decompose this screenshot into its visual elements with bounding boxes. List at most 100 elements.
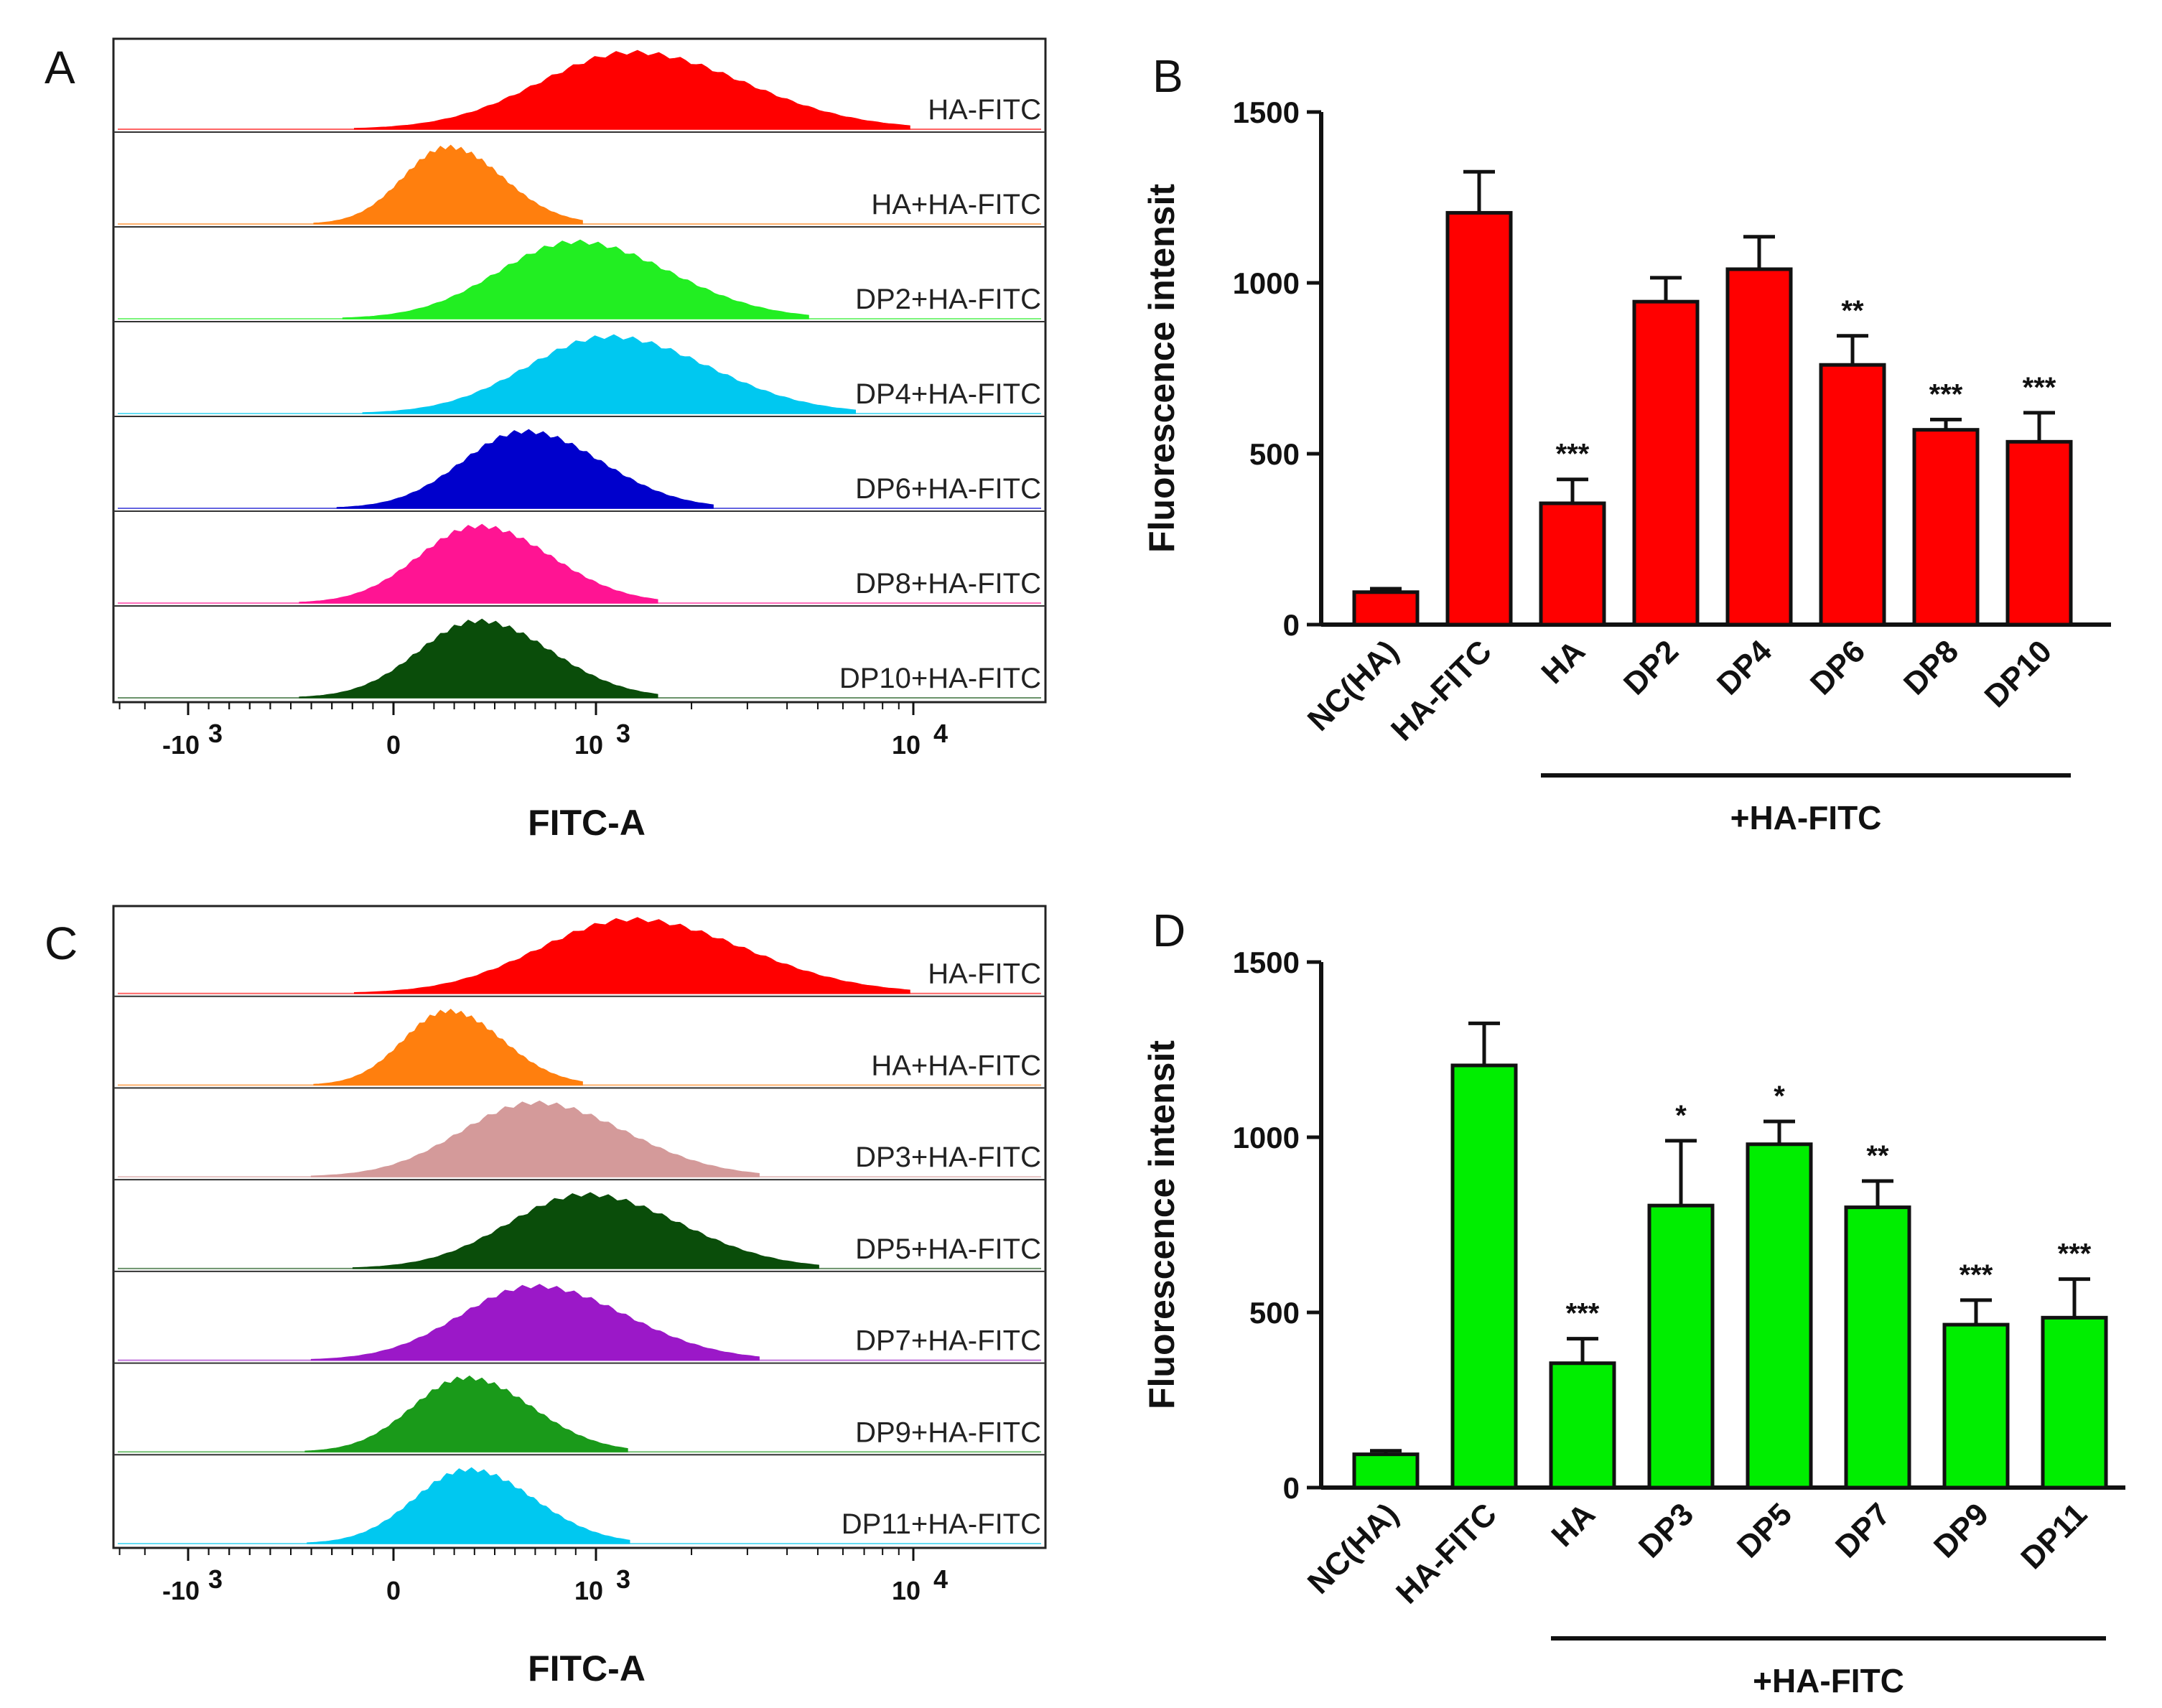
histogram-area — [310, 1284, 760, 1361]
histogram-row: HA+HA-FITC — [113, 995, 1045, 1086]
x-tick-label: -10 — [162, 730, 200, 760]
y-tick-label: 1500 — [1233, 946, 1300, 979]
x-tick-label: 10 — [892, 1576, 921, 1605]
bar — [1450, 1063, 1518, 1490]
histogram-label: DP5+HA-FITC — [855, 1233, 1041, 1265]
bar-group: DP4 — [1710, 235, 1793, 702]
significance-label: * — [1675, 1100, 1687, 1131]
x-tick-exponent: 4 — [933, 1564, 948, 1594]
bar-group: *DP5 — [1730, 1081, 1813, 1565]
y-tick-label: 500 — [1249, 1296, 1300, 1330]
histogram-area — [307, 1467, 630, 1544]
x-tick-label: 10 — [574, 730, 603, 760]
histogram-area — [362, 334, 856, 414]
histogram-area — [336, 429, 714, 509]
bar — [1746, 1142, 1813, 1490]
panel-a-histograms: A HA-FITC HA+HA-FITC DP2+HA-FITC DP4+HA-FITC… — [45, 37, 1047, 843]
x-tick-exponent: 3 — [616, 1564, 630, 1594]
histogram-label: HA-FITC — [928, 94, 1041, 126]
significance-label: * — [1774, 1081, 1785, 1112]
significance-label: *** — [1929, 378, 1963, 410]
bar-group: **DP7 — [1829, 1140, 1911, 1565]
histogram-label: DP8+HA-FITC — [855, 568, 1041, 599]
histogram-row: DP7+HA-FITC — [113, 1270, 1045, 1361]
histogram-area — [313, 144, 583, 225]
histogram-label: DP6+HA-FITC — [855, 473, 1041, 505]
bar — [1632, 299, 1700, 627]
bar — [2041, 1315, 2108, 1490]
histogram-row: DP5+HA-FITC — [113, 1179, 1045, 1269]
histogram-row: HA-FITC — [118, 917, 1041, 994]
histogram-row: DP4+HA-FITC — [113, 321, 1045, 414]
histogram-area — [299, 618, 658, 699]
significance-label: *** — [1566, 1298, 1600, 1330]
histogram-area — [310, 1100, 760, 1177]
y-tick-label: 1000 — [1233, 1121, 1300, 1154]
histogram-row: DP6+HA-FITC — [113, 416, 1045, 509]
histogram-label: DP11+HA-FITC — [842, 1508, 1041, 1540]
histogram-area — [353, 50, 910, 130]
x-tick-exponent: 3 — [208, 719, 223, 748]
y-axis-title: Fluorescence intensit — [1142, 184, 1182, 553]
histogram-label: HA+HA-FITC — [871, 189, 1041, 220]
bar — [1549, 1361, 1616, 1490]
bar — [1539, 501, 1606, 627]
x-tick-label: 0 — [386, 730, 401, 760]
x-axis-title: FITC-A — [528, 1648, 646, 1689]
plot-frame — [112, 37, 1047, 704]
x-axis: -10 3 0 10 3 10 4 — [118, 702, 948, 760]
significance-label: ** — [1866, 1140, 1889, 1172]
plot-frame — [112, 905, 1047, 1549]
group-label: +HA-FITC — [1730, 799, 1882, 836]
histogram-label: DP10+HA-FITC — [839, 663, 1041, 694]
y-tick-label: 1000 — [1233, 266, 1300, 300]
x-tick-label: 10 — [892, 730, 921, 760]
x-tick-label: -10 — [162, 1576, 200, 1605]
histogram-label: DP2+HA-FITC — [855, 284, 1041, 315]
bar — [1844, 1205, 1911, 1490]
bar — [1942, 1322, 2010, 1490]
x-tick-exponent: 3 — [616, 719, 630, 748]
histogram-label: DP3+HA-FITC — [855, 1142, 1041, 1173]
y-tick-label: 1500 — [1233, 95, 1300, 129]
histogram-row: HA+HA-FITC — [113, 131, 1045, 225]
x-tick-exponent: 3 — [208, 1564, 223, 1594]
bar — [1819, 363, 1886, 627]
histogram-row: DP2+HA-FITC — [113, 226, 1045, 319]
y-tick-label: 0 — [1283, 1471, 1300, 1505]
histogram-label: DP4+HA-FITC — [855, 378, 1041, 410]
histogram-area — [352, 1192, 819, 1269]
y-tick-label: 0 — [1283, 608, 1300, 642]
significance-label: *** — [2058, 1238, 2092, 1270]
histogram-area — [304, 1375, 628, 1452]
bar-group: ***DP9 — [1927, 1259, 2010, 1565]
bar — [1912, 428, 1980, 627]
panel-c-histograms: C HA-FITC HA+HA-FITC DP3+HA-FITC DP5+HA-FITC… — [45, 905, 1047, 1689]
x-tick-label: 10 — [574, 1576, 603, 1605]
y-axis-title: Fluorescence intensit — [1142, 1040, 1182, 1409]
significance-label: *** — [2023, 372, 2056, 403]
panel-label: C — [45, 918, 78, 969]
panel-label: A — [45, 42, 75, 93]
histogram-row: DP3+HA-FITC — [113, 1087, 1045, 1178]
group-label: +HA-FITC — [1753, 1662, 1904, 1699]
significance-label: ** — [1841, 295, 1864, 327]
histogram-row: DP10+HA-FITC — [113, 605, 1045, 699]
x-axis: -10 3 0 10 3 10 4 — [118, 1548, 948, 1605]
bar — [1352, 1452, 1420, 1490]
histogram-row: DP9+HA-FITC — [113, 1362, 1045, 1453]
histogram-row: DP8+HA-FITC — [113, 510, 1045, 604]
histogram-area — [342, 239, 809, 319]
significance-label: *** — [1960, 1259, 1993, 1291]
x-tick-label: 0 — [386, 1576, 401, 1605]
histogram-label: HA+HA-FITC — [871, 1050, 1041, 1081]
bar — [1445, 210, 1513, 627]
bar — [1352, 590, 1420, 627]
bar — [1725, 267, 1793, 627]
histogram-label: DP7+HA-FITC — [855, 1325, 1041, 1357]
histogram-area — [313, 1009, 583, 1086]
histogram-area — [299, 523, 658, 604]
histogram-row: DP11+HA-FITC — [113, 1454, 1045, 1544]
x-tick-exponent: 4 — [933, 719, 948, 748]
